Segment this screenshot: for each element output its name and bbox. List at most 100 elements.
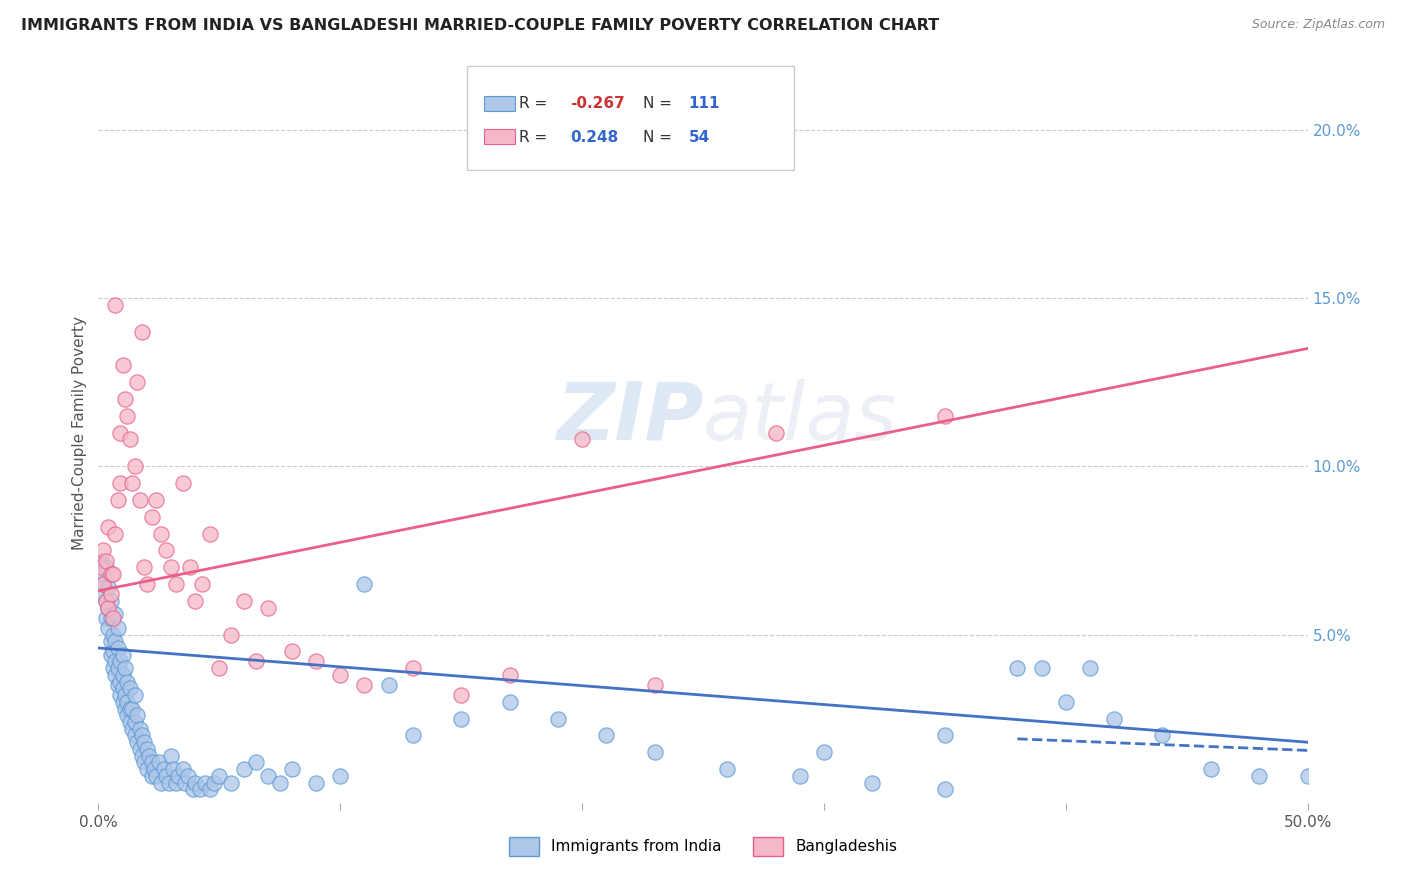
Point xyxy=(90,560,112,574)
Point xyxy=(97,621,120,635)
Point xyxy=(124,688,146,702)
Point xyxy=(111,668,134,682)
Point xyxy=(1199,762,1222,776)
Point xyxy=(305,775,328,789)
Point xyxy=(104,634,127,648)
Point xyxy=(1054,695,1077,709)
Point xyxy=(644,745,666,759)
Point xyxy=(100,610,122,624)
Point xyxy=(91,577,114,591)
Point xyxy=(208,769,231,783)
Point xyxy=(108,476,131,491)
Point xyxy=(498,695,520,709)
Point xyxy=(107,621,129,635)
Point xyxy=(138,748,160,763)
Point xyxy=(107,661,129,675)
Point xyxy=(111,681,134,696)
Point xyxy=(204,775,226,789)
Point xyxy=(148,756,170,770)
Point xyxy=(450,688,472,702)
Point xyxy=(1102,712,1125,726)
Point xyxy=(256,769,278,783)
Text: R =: R = xyxy=(519,129,553,145)
Point xyxy=(118,681,141,696)
Point xyxy=(1007,661,1029,675)
Point xyxy=(117,674,139,689)
Point xyxy=(117,409,139,423)
Point xyxy=(1152,729,1174,743)
Point xyxy=(117,708,139,723)
Point xyxy=(232,594,254,608)
Point xyxy=(232,762,254,776)
Point xyxy=(269,775,291,789)
Point xyxy=(716,762,738,776)
Text: 54: 54 xyxy=(689,129,710,145)
Point xyxy=(245,756,267,770)
Point xyxy=(155,543,177,558)
Point xyxy=(131,729,153,743)
Point xyxy=(121,722,143,736)
Point xyxy=(121,476,143,491)
Text: IMMIGRANTS FROM INDIA VS BANGLADESHI MARRIED-COUPLE FAMILY POVERTY CORRELATION C: IMMIGRANTS FROM INDIA VS BANGLADESHI MAR… xyxy=(21,18,939,33)
Point xyxy=(135,577,157,591)
Point xyxy=(114,701,136,715)
Text: atlas: atlas xyxy=(703,379,898,457)
Point xyxy=(1249,769,1271,783)
Point xyxy=(172,476,194,491)
Point xyxy=(165,775,187,789)
Point xyxy=(97,600,120,615)
Point xyxy=(100,587,122,601)
Point xyxy=(167,769,190,783)
Point xyxy=(114,688,136,702)
Text: N =: N = xyxy=(643,129,676,145)
Point xyxy=(94,594,117,608)
Point xyxy=(162,762,184,776)
Point xyxy=(245,655,267,669)
Point xyxy=(101,610,124,624)
Point xyxy=(152,762,174,776)
Point xyxy=(91,587,114,601)
Text: 0.248: 0.248 xyxy=(569,129,619,145)
Point xyxy=(117,695,139,709)
Point xyxy=(184,594,207,608)
Text: ZIP: ZIP xyxy=(555,379,703,457)
Point xyxy=(124,459,146,474)
Point xyxy=(128,742,150,756)
Point xyxy=(1296,769,1319,783)
Point xyxy=(101,644,124,658)
Point xyxy=(188,782,211,797)
Point xyxy=(150,775,173,789)
Point xyxy=(104,526,127,541)
Point xyxy=(128,492,150,507)
Point xyxy=(165,577,187,591)
Point xyxy=(329,668,352,682)
Point xyxy=(97,520,120,534)
Point xyxy=(174,775,197,789)
Point xyxy=(198,782,221,797)
Point xyxy=(131,325,153,339)
Point xyxy=(100,634,122,648)
Point xyxy=(127,735,149,749)
Point xyxy=(104,655,127,669)
Point xyxy=(934,782,956,797)
Point xyxy=(104,607,127,622)
Point xyxy=(256,600,278,615)
Point xyxy=(141,756,163,770)
Point xyxy=(118,714,141,729)
Text: -0.267: -0.267 xyxy=(569,96,624,112)
Point xyxy=(131,748,153,763)
Point xyxy=(353,678,375,692)
Point xyxy=(100,648,122,662)
Point xyxy=(108,425,131,440)
Point xyxy=(91,543,114,558)
Point xyxy=(108,688,131,702)
Point xyxy=(143,762,166,776)
Point xyxy=(329,769,352,783)
Point xyxy=(111,648,134,662)
Point xyxy=(860,775,883,789)
Point xyxy=(90,553,112,567)
Text: N =: N = xyxy=(643,96,676,112)
Point xyxy=(813,745,835,759)
Point xyxy=(498,668,520,682)
Point xyxy=(160,748,183,763)
